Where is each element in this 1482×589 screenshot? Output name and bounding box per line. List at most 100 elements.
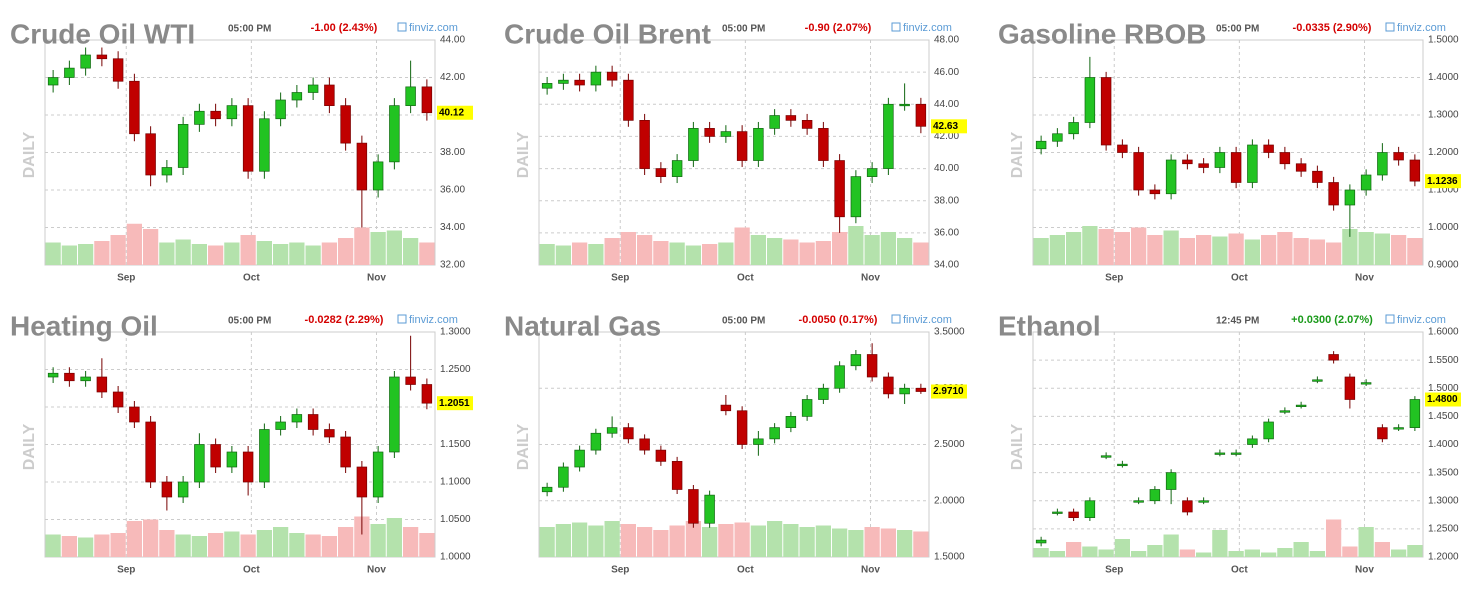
x-tick-label: Oct	[1231, 273, 1248, 284]
candle-body	[769, 427, 780, 440]
candle-body	[1117, 144, 1128, 153]
volume-bar	[1212, 236, 1228, 265]
x-tick-label: Oct	[243, 565, 260, 576]
y-tick-label: 38.00	[934, 195, 959, 206]
volume-bar	[1244, 239, 1260, 265]
candle-body	[1344, 189, 1356, 206]
volume-bar	[1196, 235, 1212, 265]
volume-bar	[604, 521, 620, 557]
volume-bar	[864, 235, 880, 265]
candle-body	[372, 451, 384, 498]
volume-bar	[1179, 549, 1195, 557]
candle-body	[1230, 452, 1242, 455]
y-tick-label: 1.2500	[1428, 524, 1459, 535]
volume-bar	[832, 232, 848, 265]
candle-body	[372, 161, 384, 191]
candle-body	[541, 486, 553, 493]
y-tick-label: 32.00	[440, 260, 465, 271]
candle-body	[915, 103, 927, 127]
volume-bar	[143, 519, 159, 557]
volume-bar	[815, 241, 831, 265]
candle-body	[671, 160, 683, 177]
source-label: finviz.com	[903, 22, 952, 34]
y-tick-label: 1.2000	[1428, 552, 1459, 563]
volume-bar	[94, 534, 110, 557]
candle-body	[1279, 152, 1291, 165]
candle-body	[688, 489, 699, 524]
candle-body	[850, 354, 862, 367]
candle-body	[834, 160, 845, 218]
last-price-label: 1.4800	[1427, 394, 1458, 405]
candle-body	[1117, 463, 1128, 467]
candle-body	[96, 376, 108, 393]
candle-body	[818, 128, 829, 161]
candle-body	[275, 421, 286, 430]
candle-body	[177, 481, 189, 498]
candle-body	[883, 103, 894, 169]
volume-bar	[1163, 534, 1179, 557]
volume-bar	[1082, 546, 1098, 557]
candle-body	[688, 128, 699, 161]
y-tick-label: 1.5500	[1428, 355, 1459, 366]
candle-body	[883, 376, 894, 395]
candle-body	[242, 105, 254, 172]
candle-body	[1230, 152, 1242, 183]
volume-bar	[799, 242, 815, 265]
candle-body	[1247, 144, 1258, 183]
volume-bar	[1391, 549, 1407, 557]
volume-bar	[637, 527, 653, 557]
volume-bar	[783, 524, 799, 557]
volume-bar	[1147, 235, 1163, 265]
candle-body	[866, 168, 878, 177]
candle-body	[1360, 174, 1372, 191]
volume-bar	[1407, 545, 1423, 557]
y-tick-label: 1.3500	[1428, 467, 1459, 478]
candle-body	[801, 120, 813, 129]
source-icon	[397, 314, 407, 324]
candle-body	[590, 432, 602, 451]
volume-bar	[289, 533, 305, 557]
candle-body	[590, 71, 602, 86]
candle-body	[850, 176, 862, 218]
candle-body	[655, 168, 667, 177]
volume-bar	[1082, 226, 1098, 265]
volume-bar	[767, 521, 783, 557]
volume-bar	[832, 528, 848, 557]
candle-body	[1328, 182, 1339, 206]
volume-bar	[224, 242, 240, 265]
volume-bar	[45, 534, 61, 557]
volume-bar	[143, 229, 159, 265]
candle-body	[421, 86, 433, 114]
volume-bar	[555, 524, 571, 557]
volume-bar	[702, 527, 718, 557]
volume-bar	[539, 244, 555, 265]
y-tick-label: 1.1000	[440, 477, 471, 488]
volume-bar	[1098, 229, 1114, 265]
volume-bar	[1066, 542, 1082, 557]
candle-body	[801, 399, 813, 417]
candle-body	[1198, 500, 1209, 503]
candle-body	[112, 58, 124, 82]
source-icon	[1385, 22, 1395, 32]
volume-bar	[321, 242, 337, 265]
source-icon	[891, 314, 901, 324]
y-tick-label: 36.00	[934, 227, 959, 238]
y-tick-label: 1.0000	[440, 552, 471, 563]
volume-bar	[718, 242, 734, 265]
candle-body	[64, 372, 75, 382]
candle-body	[1312, 379, 1323, 382]
y-tick-label: 1.1000	[1428, 185, 1459, 196]
candle-body	[1100, 77, 1112, 146]
candle-body	[129, 80, 140, 135]
candle-body	[194, 110, 205, 125]
volume-bar	[1309, 551, 1325, 557]
y-tick-label: 2.0000	[934, 495, 965, 506]
x-tick-label: Oct	[737, 565, 754, 576]
last-price-label: 1.2051	[439, 398, 470, 409]
volume-bar	[1261, 552, 1277, 557]
y-tick-label: 44.00	[934, 99, 959, 110]
quote-change: -0.0282 (2.29%)	[305, 314, 384, 326]
candle-body	[1133, 500, 1144, 503]
x-tick-label: Oct	[243, 273, 260, 284]
candle-body	[785, 115, 797, 121]
